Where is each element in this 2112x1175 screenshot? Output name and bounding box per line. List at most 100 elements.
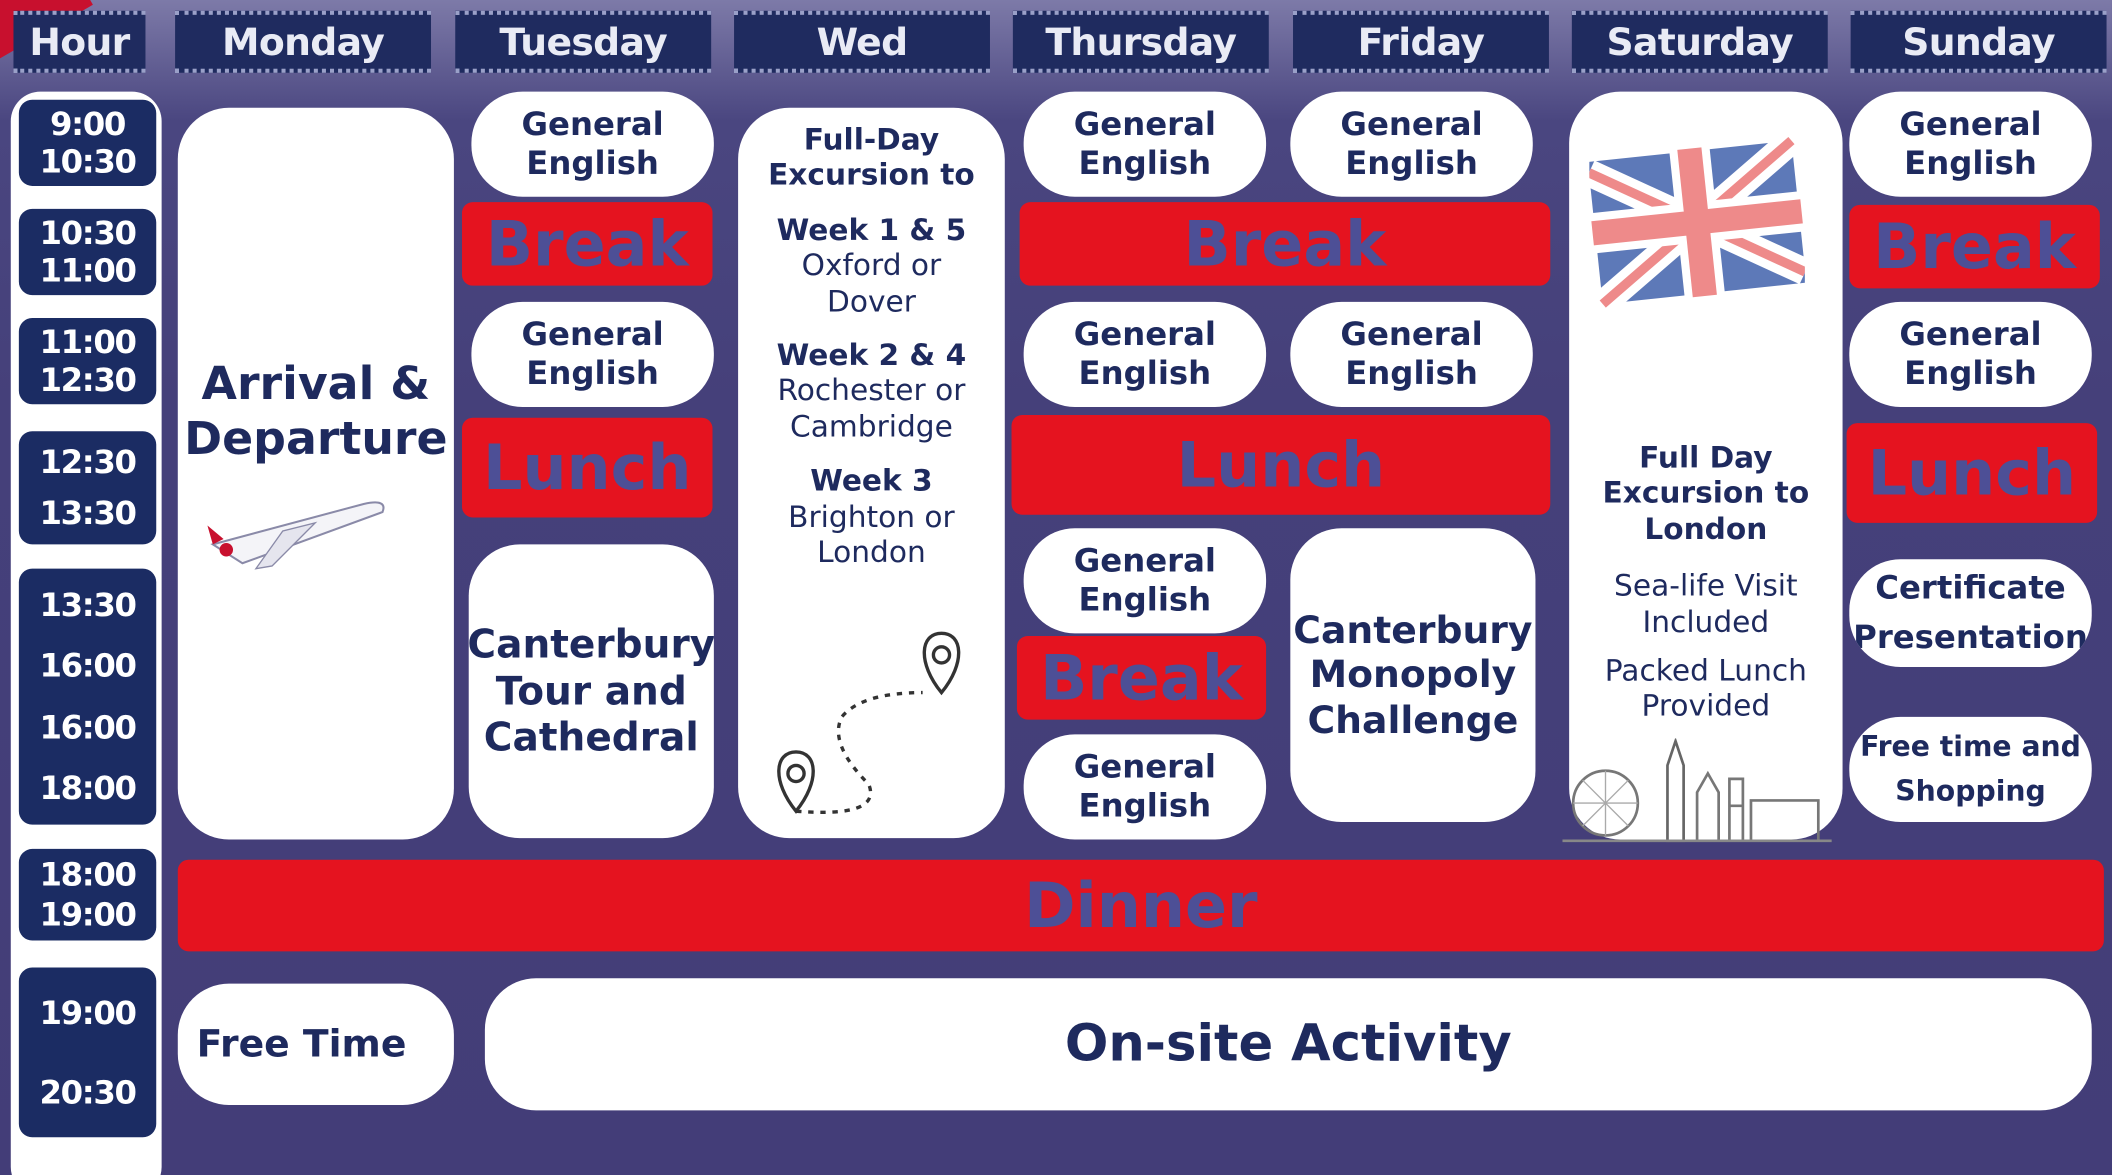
activity-block: General English bbox=[1849, 301, 2092, 407]
day-header: Wed bbox=[734, 10, 990, 73]
activity-label: General English bbox=[1073, 105, 1216, 182]
time-label: 12:30 bbox=[39, 361, 137, 399]
activity-block: General English bbox=[471, 91, 714, 197]
activity-label: Canterbury Monopoly Challenge bbox=[1293, 607, 1533, 743]
activity-line: London bbox=[817, 536, 926, 570]
time-label: 12:30 bbox=[39, 443, 137, 482]
activity-line: Full-Day bbox=[803, 123, 940, 158]
activity-line: Provided bbox=[1641, 690, 1771, 725]
activity-line: Full Day bbox=[1639, 441, 1773, 476]
activity-label: Canterbury Tour and Cathedral bbox=[468, 620, 714, 761]
activity-label: On-site Activity bbox=[1064, 1013, 1512, 1073]
activity-line: Oxford or bbox=[801, 249, 942, 284]
day-header: Sunday bbox=[1850, 10, 2107, 73]
activity-label: Arrival & Departure bbox=[184, 357, 448, 466]
activity-block: Free time and Shopping bbox=[1849, 716, 2092, 822]
time-slot: 19:00 20:30 bbox=[18, 967, 157, 1138]
activity-block: General English bbox=[1023, 528, 1267, 634]
activity-label: General English bbox=[1073, 315, 1216, 393]
activity-line: Dover bbox=[826, 285, 916, 319]
break-block: Dinner bbox=[177, 859, 2104, 952]
activity-label: General English bbox=[521, 105, 664, 182]
activity-label: General English bbox=[1899, 315, 2042, 393]
activity-label: General English bbox=[521, 315, 664, 393]
day-header: Tuesday bbox=[455, 10, 712, 73]
activity-block: General English bbox=[1290, 301, 1533, 407]
activity-line: Week 2 & 4 bbox=[776, 339, 967, 374]
activity-label: Break bbox=[1183, 207, 1387, 281]
time-label: 10:30 bbox=[39, 142, 137, 181]
activity-label: Break bbox=[1040, 641, 1243, 715]
activity-block: Certificate Presentation bbox=[1849, 559, 2092, 668]
time-label: 18:00 bbox=[39, 855, 137, 894]
time-slot: 11:00 12:30 bbox=[18, 318, 157, 405]
break-block: Break bbox=[1016, 636, 1267, 720]
activity-line: Brighton or bbox=[788, 500, 955, 535]
time-slot: 9:00 10:30 bbox=[18, 99, 157, 186]
day-header: Monday bbox=[175, 10, 432, 73]
activity-label: Free time and Shopping bbox=[1860, 730, 2081, 808]
time-label: 16:00 bbox=[39, 647, 137, 685]
activity-line: Sea-life Visit bbox=[1614, 570, 1798, 604]
time-label: 19:00 bbox=[39, 896, 137, 934]
time-label: 13:30 bbox=[39, 494, 137, 533]
break-block: Break bbox=[1019, 202, 1551, 286]
activity-line: Excursion to bbox=[768, 159, 975, 194]
time-label: 11:00 bbox=[39, 323, 137, 362]
activity-label: Lunch bbox=[482, 431, 692, 504]
activity-block: General English bbox=[1290, 91, 1533, 197]
activity-line: Week 1 & 5 bbox=[776, 213, 967, 248]
activity-block: Free Time bbox=[177, 983, 454, 1105]
time-slot: 18:00 19:00 bbox=[18, 848, 157, 941]
activity-label: Free Time bbox=[196, 1021, 407, 1067]
activity-block: General English bbox=[1849, 91, 2092, 197]
activity-line: Included bbox=[1642, 605, 1770, 640]
activity-block: Arrival & Departure bbox=[177, 107, 454, 840]
break-block: Break bbox=[461, 202, 713, 286]
time-slot: 10:30 11:00 bbox=[18, 208, 157, 296]
activity-block: General English bbox=[1023, 301, 1267, 407]
activity-block: On-site Activity bbox=[484, 978, 2092, 1111]
break-block: Lunch bbox=[1846, 423, 2098, 523]
time-label: 19:00 bbox=[39, 993, 137, 1032]
time-label: 9:00 bbox=[50, 105, 126, 143]
activity-label: Dinner bbox=[1024, 869, 1258, 942]
activity-block: Full-Day Excursion to Week 1 & 5 Oxford or D… bbox=[738, 107, 1005, 839]
activity-line: Excursion to bbox=[1602, 477, 1810, 512]
time-label: 18:00 bbox=[39, 769, 137, 808]
time-slot: 13:30 16:00 16:00 18:00 bbox=[18, 568, 157, 825]
time-label: 20:30 bbox=[39, 1073, 137, 1112]
time-label: 10:30 bbox=[39, 214, 137, 252]
time-label: 13:30 bbox=[39, 585, 137, 624]
day-header: Friday bbox=[1293, 10, 1549, 73]
activity-label: General English bbox=[1899, 105, 2042, 182]
break-block: Lunch bbox=[1011, 415, 1551, 515]
time-label: 16:00 bbox=[39, 708, 137, 747]
activity-block: Canterbury Monopoly Challenge bbox=[1290, 528, 1536, 822]
day-header: Hour bbox=[13, 10, 146, 73]
day-header: Thursday bbox=[1012, 10, 1269, 73]
activity-block: General English bbox=[471, 301, 714, 407]
activity-line: London bbox=[1644, 513, 1768, 547]
time-label: 11:00 bbox=[39, 251, 137, 290]
activity-block: Full Day Excursion to London Sea-life Visit… bbox=[1569, 91, 1843, 840]
activity-line: Packed Lunch bbox=[1604, 654, 1807, 689]
activity-label: Break bbox=[1873, 210, 2076, 283]
activity-block: General English bbox=[1023, 91, 1267, 197]
activity-label: Lunch bbox=[1867, 436, 2077, 510]
activity-line: Cambridge bbox=[790, 410, 953, 445]
activity-block: Canterbury Tour and Cathedral bbox=[468, 544, 714, 839]
day-header: Saturday bbox=[1571, 10, 1828, 73]
activity-label: General English bbox=[1073, 541, 1216, 619]
activity-line: Week 3 bbox=[810, 465, 933, 499]
activity-line: Rochester or bbox=[777, 375, 966, 409]
break-block: Break bbox=[1849, 204, 2100, 289]
activity-label: Lunch bbox=[1176, 428, 1386, 502]
activity-block: General English bbox=[1023, 734, 1267, 840]
time-slot: 12:30 13:30 bbox=[18, 431, 157, 545]
activity-label: Break bbox=[485, 207, 689, 281]
activity-label: General English bbox=[1073, 748, 1216, 825]
break-block: Lunch bbox=[461, 417, 713, 518]
